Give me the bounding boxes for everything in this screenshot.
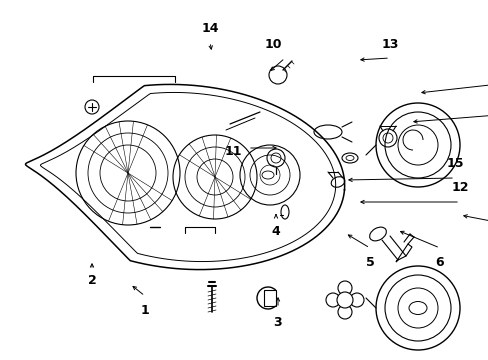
Text: 14: 14 [201, 22, 218, 35]
Text: 6: 6 [435, 256, 444, 269]
Text: 5: 5 [365, 256, 374, 269]
Circle shape [336, 292, 352, 308]
Text: 10: 10 [264, 39, 281, 51]
Text: 1: 1 [141, 303, 149, 316]
Text: 2: 2 [87, 274, 96, 287]
Text: 13: 13 [381, 39, 398, 51]
Text: 11: 11 [224, 145, 241, 158]
Text: 4: 4 [271, 225, 280, 238]
Text: 3: 3 [273, 315, 282, 328]
Text: 15: 15 [446, 157, 463, 171]
Text: 12: 12 [450, 181, 468, 194]
